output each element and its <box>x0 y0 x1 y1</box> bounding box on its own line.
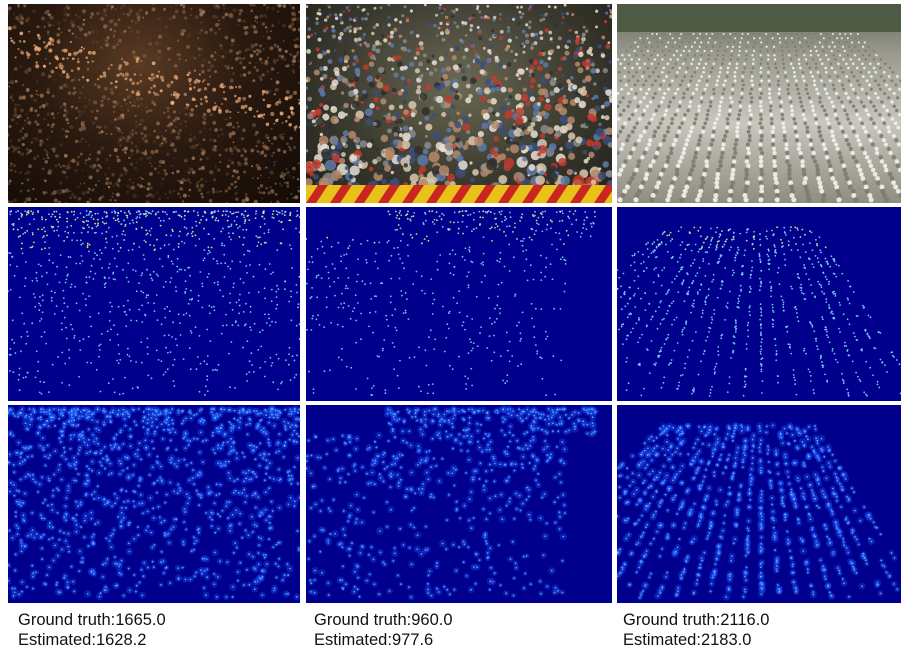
est-density-map-street <box>306 405 612 603</box>
photo-prayer-rows <box>617 4 901 203</box>
ground-truth-count: Ground truth:2116.0 <box>623 611 770 629</box>
photo-street-crowd <box>306 4 612 203</box>
estimated-count: Estimated:977.6 <box>314 631 434 649</box>
estimated-count: Estimated:1628.2 <box>18 631 147 649</box>
ground-truth-count: Ground truth:1665.0 <box>18 611 166 629</box>
caption-prayer: Ground truth:2116.0 Estimated:2183.0 <box>623 610 769 650</box>
est-density-map-concert <box>8 405 300 603</box>
prayer-rows-texture <box>617 4 901 203</box>
concert-crowd-texture <box>8 4 300 203</box>
gt-density-map-street <box>306 207 612 401</box>
street-crowd-texture <box>306 4 612 203</box>
estimated-count: Estimated:2183.0 <box>623 631 752 649</box>
gt-density-map-concert <box>8 207 300 401</box>
gt-density-map-prayer <box>617 207 901 401</box>
caption-concert: Ground truth:1665.0 Estimated:1628.2 <box>18 610 166 650</box>
ground-truth-count: Ground truth:960.0 <box>314 611 453 629</box>
photo-concert-crowd <box>8 4 300 203</box>
caption-street: Ground truth:960.0 Estimated:977.6 <box>314 610 453 650</box>
est-density-map-prayer <box>617 405 901 603</box>
